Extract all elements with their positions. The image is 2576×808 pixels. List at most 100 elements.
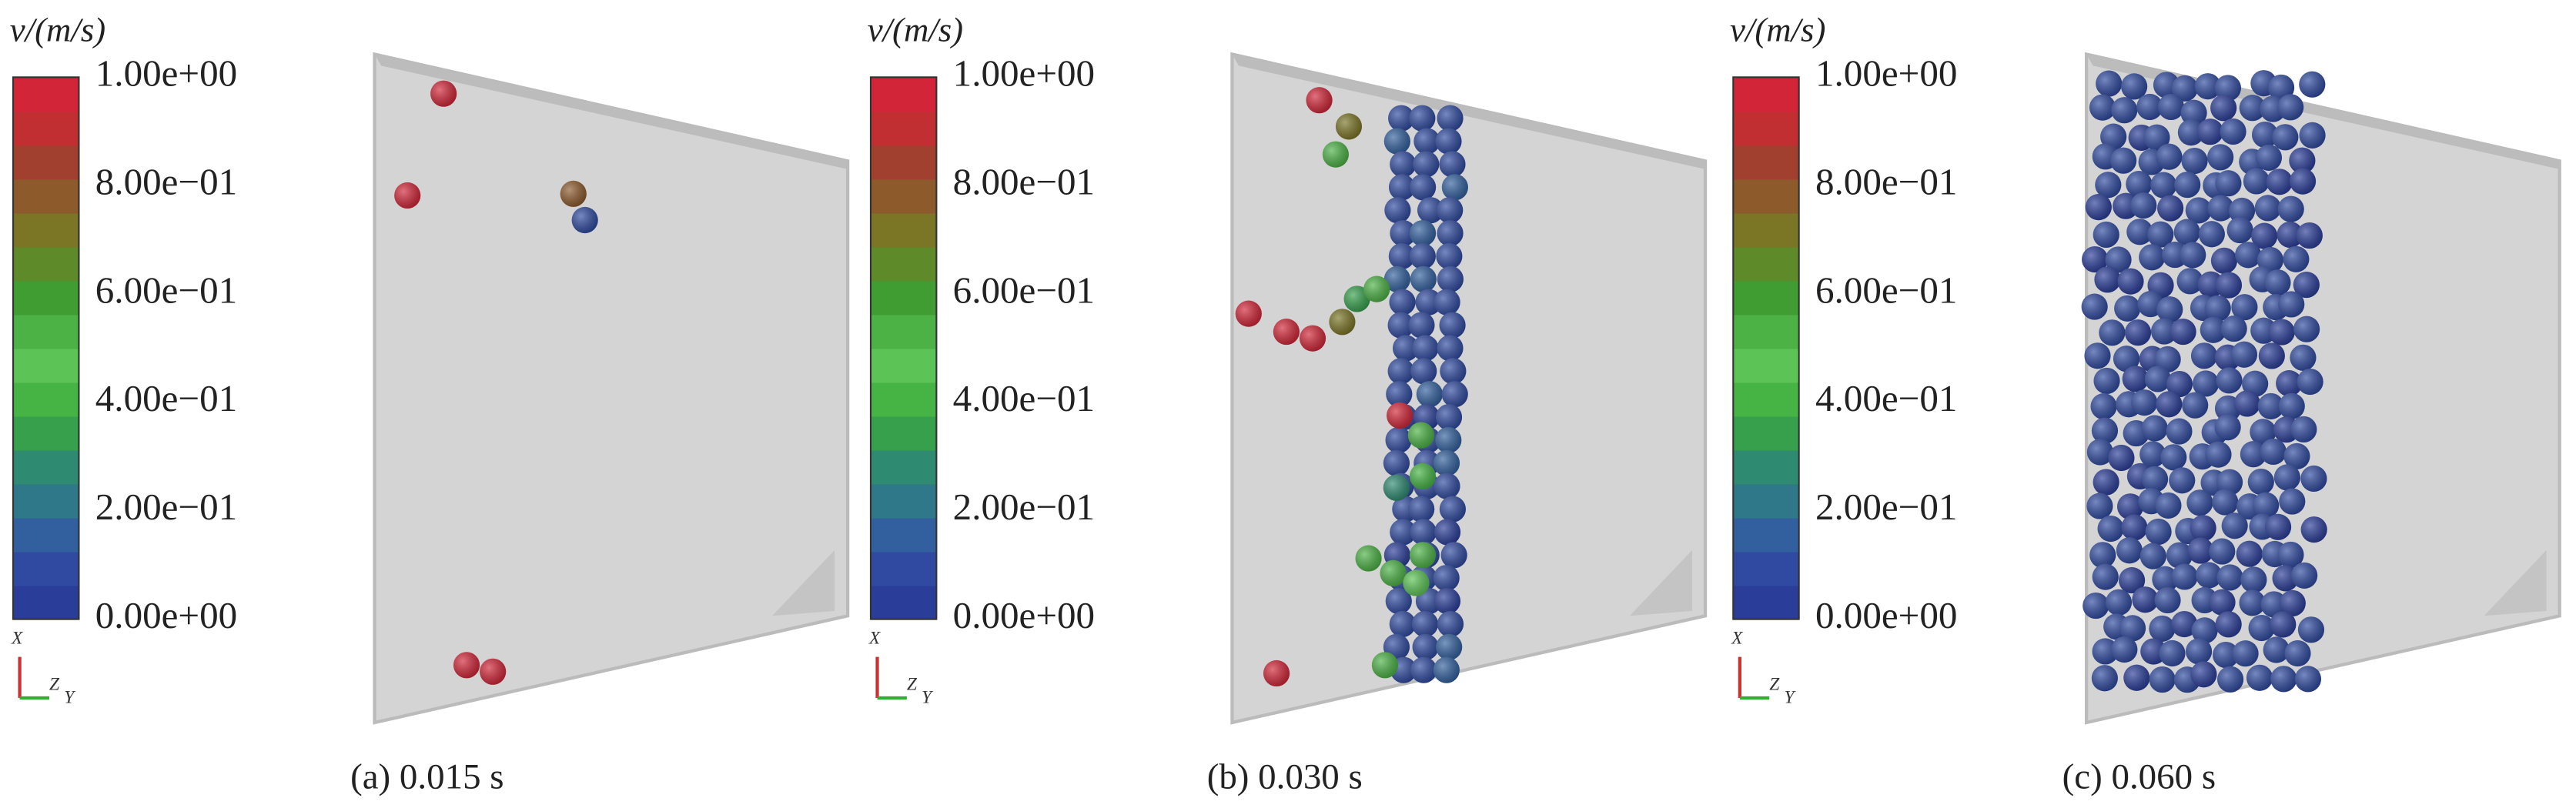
particle-shade <box>2185 197 2212 224</box>
particle-shade <box>1407 422 1434 449</box>
colorbar-band <box>1733 449 1799 485</box>
colorbar-label: 0.00e+00 <box>95 594 237 636</box>
particle-shade <box>1433 449 1460 476</box>
particle-shade <box>2236 540 2263 567</box>
particle-shade <box>1390 151 1417 178</box>
particle-shade <box>2194 73 2221 100</box>
particle-shade <box>2139 244 2166 271</box>
particle-shade <box>1387 358 1414 385</box>
particle-shade <box>2278 392 2305 419</box>
particle-shade <box>394 182 421 209</box>
particle-shade <box>2169 467 2196 494</box>
particle-shade <box>2123 664 2150 691</box>
particle-shade <box>2293 272 2320 299</box>
colorbar-band <box>1733 483 1799 519</box>
particle-shade <box>2210 247 2238 274</box>
particle-shade <box>2191 617 2218 644</box>
colorbar-band <box>870 382 937 417</box>
particle-shade <box>2278 291 2305 318</box>
particle-shade <box>2291 562 2318 589</box>
particle-shade <box>1383 128 1410 155</box>
particle-shade <box>2159 639 2186 667</box>
colorbar-band <box>13 179 79 214</box>
particle-shade <box>2289 168 2317 195</box>
colorbar-title: v/(m/s) <box>10 10 105 48</box>
axis-y-label: Y <box>1784 687 1796 707</box>
particle-shade <box>1355 545 1382 572</box>
particle-shade <box>1441 381 1468 408</box>
particle-shade <box>2242 370 2269 397</box>
caption: (c) 0.060 s <box>2062 756 2216 796</box>
particle-shade <box>2154 346 2181 373</box>
particle-shade <box>2091 417 2119 444</box>
particle-shade <box>1410 519 1437 546</box>
particle-shade <box>1363 275 1390 302</box>
colorbar-band <box>13 246 79 282</box>
particle-shade <box>1335 113 1363 140</box>
colorbar-band <box>870 145 937 180</box>
particle-shade <box>2139 543 2166 569</box>
particle-shade <box>2299 122 2326 149</box>
particle-shade <box>2093 367 2120 394</box>
colorbar-frame <box>869 76 938 620</box>
particle-shade <box>2111 97 2138 124</box>
particle-shade <box>2230 341 2258 368</box>
particle-shade <box>1383 474 1410 501</box>
particle-shade <box>2277 195 2304 222</box>
particle-shade <box>1437 105 1464 132</box>
particle-shade <box>2235 242 2262 269</box>
domain-box <box>373 52 850 725</box>
particle-shade <box>2157 195 2184 222</box>
particle-shade <box>1387 402 1413 429</box>
particle-shade <box>2251 222 2278 249</box>
particle-shade <box>2096 70 2123 97</box>
axis-x-label: X <box>1731 629 1744 649</box>
particle-shade <box>2221 513 2248 539</box>
particle-shade <box>2085 194 2112 221</box>
particle-shade <box>2110 147 2137 174</box>
particle-shade <box>2093 221 2119 249</box>
colorbar-band <box>13 551 79 586</box>
particle-shade <box>2105 589 2133 616</box>
particle-shade <box>2264 513 2292 540</box>
particle-shade <box>2116 537 2143 564</box>
particle-shade <box>2092 563 2119 590</box>
colorbar-label: 8.00e−01 <box>953 160 1095 202</box>
particle-shade <box>2209 589 2236 616</box>
colorbar-band <box>1733 382 1799 417</box>
particle-shade <box>2215 272 2243 299</box>
particle-shade <box>2154 586 2181 614</box>
particle-shade <box>1410 656 1437 683</box>
particle-shade <box>1409 542 1437 569</box>
particle-shade <box>1408 496 1435 523</box>
particle-shade <box>2263 636 2290 663</box>
particle-shade <box>2132 586 2159 613</box>
particle-shade <box>2277 94 2304 121</box>
particle-shade <box>2205 441 2232 468</box>
particle-shade <box>2160 444 2187 471</box>
particle-shade <box>1413 151 1440 178</box>
box-edge <box>2484 549 2547 616</box>
panel: v/(m/s) 1.00e+00 8.00e−01 6.00e−01 4.00e−01 2… <box>1730 10 2561 796</box>
box-edge <box>771 549 835 616</box>
particle-shade <box>2081 293 2108 320</box>
caption: (b) 0.030 s <box>1207 756 1363 796</box>
particle-shade <box>2266 169 2293 195</box>
particle-shade <box>1434 519 1461 546</box>
particle-shade <box>2156 391 2183 418</box>
axis-y-label: Y <box>64 687 76 707</box>
particle-shade <box>2150 172 2177 199</box>
particle-shade <box>2157 93 2185 121</box>
particle-shade <box>2231 294 2258 321</box>
particle-shade <box>1439 151 1466 178</box>
colorbar-label: 4.00e−01 <box>953 377 1095 419</box>
colorbar-label: 1.00e+00 <box>953 52 1095 95</box>
colorbar-label: 2.00e−01 <box>1815 486 1957 528</box>
colorbar-title: v/(m/s) <box>1730 10 1825 48</box>
particle-shade <box>2196 119 2223 145</box>
particle-shade <box>1411 610 1439 638</box>
particle-shade <box>2166 542 2193 569</box>
particle-shade <box>2215 611 2242 638</box>
particle-shade <box>2093 469 2119 496</box>
